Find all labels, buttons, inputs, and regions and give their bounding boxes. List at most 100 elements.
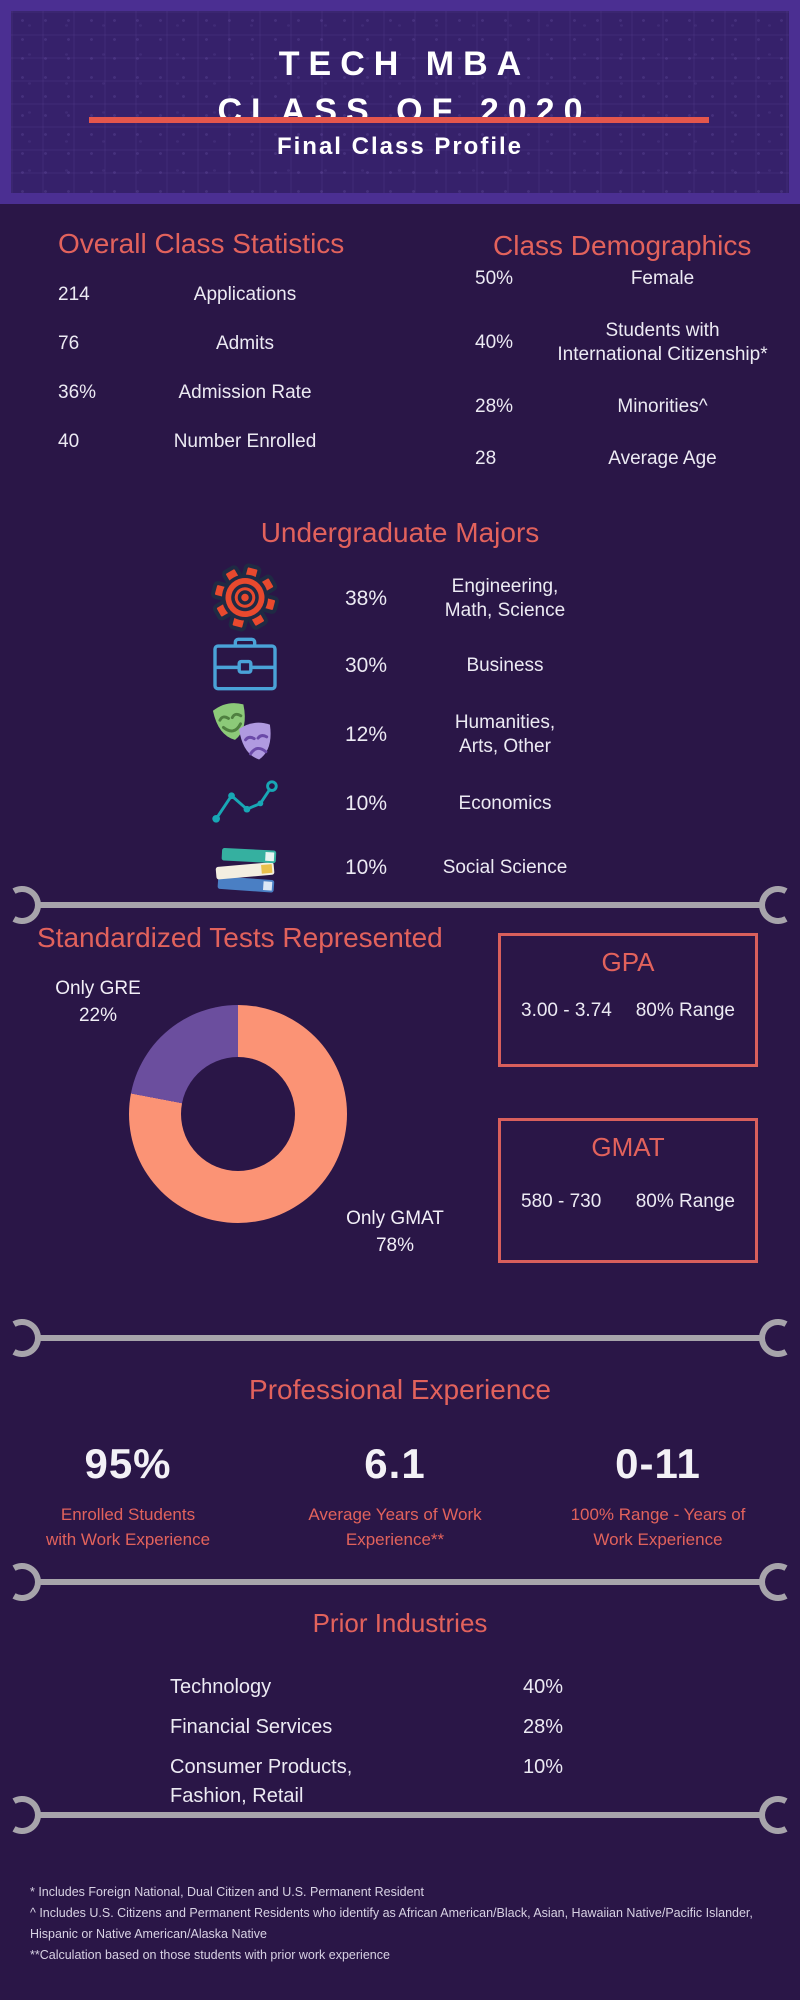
industry-label: Consumer Products, Fashion, Retail (170, 1756, 353, 1807)
stat-label: Female (630, 268, 695, 289)
gpa-range: 3.00 - 3.74 (521, 1000, 612, 1021)
major-percent: 10% (344, 856, 388, 879)
donut-label-gre-name: Only GRE (55, 978, 141, 999)
stat-value: 40% (475, 332, 514, 353)
major-percent: 38% (344, 587, 388, 610)
major-percent: 30% (344, 654, 388, 677)
majors-list: 38% Engineering, Math, Science 30% Busin… (200, 563, 600, 901)
donut-label-gmat-value: 78% (375, 1235, 415, 1256)
gpa-box: GPA 3.00 - 3.74 80% Range (498, 933, 758, 1067)
tests-heading: Standardized Tests Represented (37, 922, 443, 953)
major-percent: 10% (344, 792, 388, 815)
experience-heading: Professional Experience (249, 1374, 551, 1405)
gmat-box-title: GMAT (591, 1132, 665, 1162)
experience-stat: 95% Enrolled Students with Work Experien… (8, 1440, 248, 1552)
stat-row: 28% Minorities^ (450, 395, 790, 419)
title-underline (89, 117, 709, 123)
stat-row: 76 Admits (30, 319, 370, 368)
gpa-box-title: GPA (601, 947, 655, 977)
major-label: Humanities, Arts, Other (454, 712, 556, 757)
section-divider (12, 1796, 788, 1834)
footnotes: * Includes Foreign National, Dual Citize… (30, 1882, 760, 1966)
industry-value: 28% (523, 1716, 564, 1738)
experience-stat-label: Average Years of Work Experience** (308, 1505, 482, 1549)
industry-row: Technology 40% (170, 1673, 630, 1702)
major-row: 10% Economics (200, 773, 600, 835)
donut-label-gmat: Only GMAT 78% (325, 1205, 465, 1259)
majors-heading: Undergraduate Majors (260, 517, 540, 548)
stat-value: 28 (475, 448, 497, 469)
demographics-heading: Class Demographics (493, 230, 752, 261)
stat-row: 40% Students with International Citizens… (450, 319, 790, 367)
stat-label: Average Age (608, 448, 717, 469)
stat-label: Admission Rate (178, 381, 312, 403)
overall-stats-heading: Overall Class Statistics (58, 228, 345, 259)
experience-stat-label: Enrolled Students with Work Experience (45, 1505, 211, 1549)
theater-masks-icon (200, 698, 290, 773)
page-subtitle: Final Class Profile (276, 133, 524, 160)
gear-icon (200, 562, 290, 637)
stat-value: 28% (475, 396, 514, 417)
experience-stat-value: 95% (84, 1440, 172, 1487)
books-icon (200, 836, 290, 901)
stat-row: 40 Number Enrolled (30, 417, 370, 466)
major-row: 12% Humanities, Arts, Other (200, 697, 600, 773)
footnote: ^ Includes U.S. Citizens and Permanent R… (30, 1906, 753, 1941)
experience-stat: 6.1 Average Years of Work Experience** (275, 1440, 515, 1552)
line-chart-icon (200, 777, 290, 832)
stat-label: Students with International Citizenship* (557, 320, 768, 365)
stat-value: 214 (58, 283, 90, 305)
donut-label-gmat-name: Only GMAT (346, 1208, 444, 1229)
stat-label: Applications (193, 283, 297, 305)
stat-row: 214 Applications (30, 270, 370, 319)
briefcase-icon (200, 634, 290, 699)
tests-donut (129, 1005, 347, 1223)
page-title-line1: TECH MBA (278, 45, 531, 83)
experience-stat-value: 6.1 (364, 1440, 426, 1487)
experience-stat-value: 0-11 (615, 1440, 701, 1487)
major-row: 38% Engineering, Math, Science (200, 563, 600, 635)
industry-label: Financial Services (170, 1716, 333, 1738)
industry-value: 10% (523, 1756, 564, 1778)
major-label: Business (466, 655, 544, 676)
stat-label: Number Enrolled (173, 430, 317, 452)
stat-value: 76 (58, 332, 80, 354)
donut-label-gre-value: 22% (78, 1005, 118, 1026)
gmat-range: 580 - 730 (521, 1191, 602, 1212)
industry-row: Consumer Products, Fashion, Retail 10% (170, 1753, 630, 1811)
stat-label: Admits (215, 332, 275, 354)
stat-label: Minorities^ (617, 396, 708, 417)
demographics-list: 50% Female 40% Students with Internation… (450, 267, 790, 499)
major-label: Economics (458, 793, 552, 814)
stat-value: 36% (58, 381, 97, 403)
experience-stat: 0-11 100% Range - Years of Work Experien… (538, 1440, 778, 1552)
major-row: 10% Social Science (200, 835, 600, 901)
donut-label-gre: Only GRE 22% (28, 975, 168, 1029)
gmat-range-label: 80% Range (635, 1191, 735, 1212)
section-divider (12, 1319, 788, 1357)
stat-row: 28 Average Age (450, 447, 790, 471)
industries-heading: Prior Industries (312, 1608, 488, 1638)
page-title-line2: CLASS OF 2020 (217, 92, 592, 130)
industry-label: Technology (170, 1676, 272, 1698)
section-divider (12, 1563, 788, 1601)
industries-list: Technology 40% Financial Services 28% Co… (170, 1673, 630, 1822)
major-row: 30% Business (200, 635, 600, 697)
major-label: Social Science (442, 857, 568, 878)
industry-row: Financial Services 28% (170, 1713, 630, 1742)
industry-value: 40% (523, 1676, 564, 1698)
stat-row: 50% Female (450, 267, 790, 291)
overall-stats-list: 214 Applications 76 Admits 36% Admission… (30, 270, 370, 466)
section-divider (12, 886, 788, 924)
major-percent: 12% (344, 723, 388, 746)
gmat-box: GMAT 580 - 730 80% Range (498, 1118, 758, 1263)
header-circuit-background: TECH MBA CLASS OF 2020 Final Class Profi… (11, 11, 789, 193)
footnote: * Includes Foreign National, Dual Citize… (30, 1885, 424, 1899)
footnote: **Calculation based on those students wi… (30, 1948, 390, 1962)
stat-value: 50% (475, 268, 514, 289)
gpa-range-label: 80% Range (635, 1000, 735, 1021)
header-banner: TECH MBA CLASS OF 2020 Final Class Profi… (0, 0, 800, 204)
stat-value: 40 (58, 430, 80, 452)
stat-row: 36% Admission Rate (30, 368, 370, 417)
